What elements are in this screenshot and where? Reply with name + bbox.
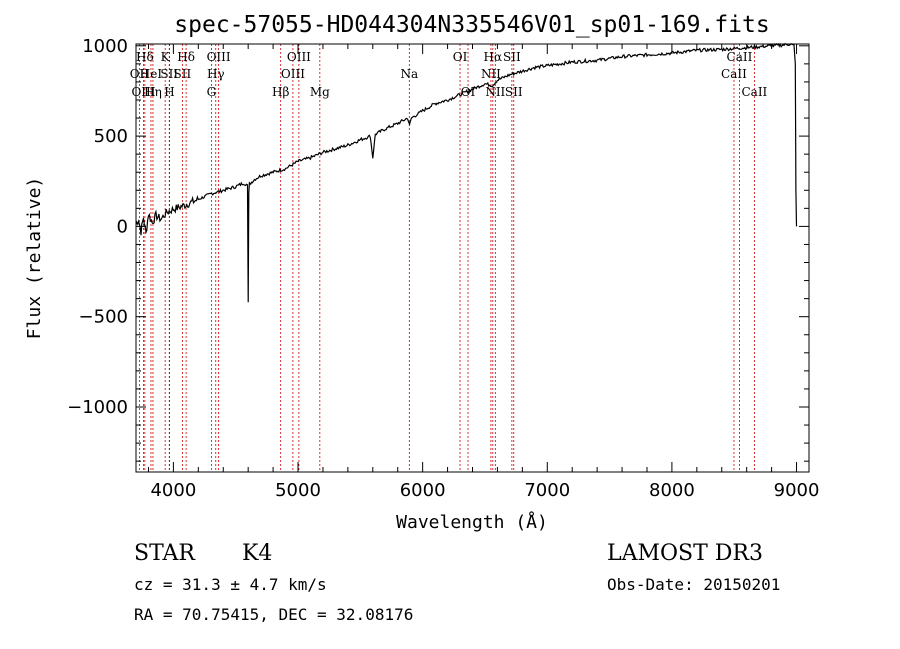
chart-title: spec-57055-HD044304N335546V01_sp01-169.f…	[174, 12, 769, 38]
x-tick-label-5: 9000	[774, 480, 820, 501]
y-tick-label-1: −500	[79, 307, 128, 328]
object-class: STAR	[134, 541, 196, 566]
x-axis-label: Wavelength (Å)	[396, 511, 548, 533]
line-label-12: G	[207, 85, 217, 99]
y-tick-label-0: −1000	[67, 397, 128, 418]
plot-frame	[135, 43, 810, 473]
line-label-1: OII	[130, 67, 150, 81]
line-label-4: Hη	[144, 85, 162, 99]
line-label-23: SII	[503, 50, 521, 64]
survey-name: LAMOST DR3	[607, 541, 763, 566]
redshift-cz: cz = 31.3 ± 4.7 km/s	[134, 575, 327, 594]
line-label-0: Hδ	[136, 50, 154, 64]
x-tick-label-1: 5000	[275, 480, 321, 501]
line-label-8: Hδ	[177, 50, 195, 64]
x-tick-label-0: 4000	[150, 480, 196, 501]
line-label-7: H	[164, 85, 174, 99]
line-label-5: K	[161, 50, 171, 64]
y-tick-label-4: 1000	[82, 36, 128, 57]
spectral-line-markers	[138, 44, 755, 472]
line-label-25: CaII	[727, 50, 753, 64]
ra-dec: RA = 70.75415, DEC = 32.08176	[134, 605, 413, 624]
line-label-24: SII	[505, 85, 523, 99]
line-label-11: Hγ	[207, 67, 225, 81]
obs-date: Obs-Date: 20150201	[607, 575, 780, 594]
y-axis-ticks: −1000 −500 0 500 1000	[67, 36, 809, 462]
line-label-6: SII	[160, 67, 178, 81]
y-tick-label-3: 500	[94, 126, 128, 147]
line-label-16: Mg	[310, 85, 330, 99]
x-tick-label-4: 8000	[649, 480, 695, 501]
line-label-13: Hβ	[272, 85, 289, 99]
x-tick-label-3: 7000	[524, 480, 570, 501]
line-label-9: SII	[174, 67, 192, 81]
line-label-26: CaII	[721, 67, 747, 81]
line-label-2: OIII	[131, 85, 155, 99]
line-label-18: OI	[453, 50, 468, 64]
y-tick-label-2: 0	[117, 216, 128, 237]
y-axis-label: Flux (relative)	[24, 177, 45, 340]
object-subclass: K4	[242, 541, 272, 566]
x-axis-ticks: 4000 5000 6000 7000 8000 9000	[147, 44, 820, 501]
line-label-3: HeI	[140, 67, 163, 81]
x-tick-label-2: 6000	[400, 480, 446, 501]
line-label-17: Na	[400, 67, 418, 81]
line-label-22: NII	[485, 85, 505, 99]
spectrum-line	[135, 42, 798, 303]
line-label-15: OIII	[281, 67, 305, 81]
line-label-27: CaII	[741, 85, 767, 99]
line-label-14: OIII	[287, 50, 311, 64]
line-label-20: Hα	[484, 50, 503, 64]
line-label-21: NII	[481, 67, 501, 81]
line-label-10: OIII	[207, 50, 231, 64]
